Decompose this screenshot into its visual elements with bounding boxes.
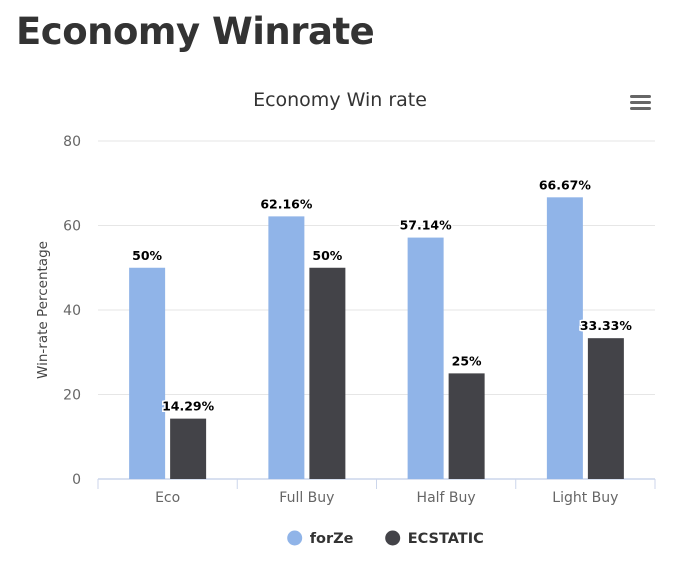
legend-swatch [385, 530, 401, 546]
y-tick-label: 40 [63, 303, 81, 319]
legend-item-forze[interactable]: forZe [287, 530, 354, 548]
bars [129, 197, 624, 479]
data-label: 57.14% [400, 218, 453, 233]
y-tick-label: 0 [72, 472, 81, 488]
bar-ecstatic[interactable] [170, 418, 207, 479]
legend-swatch [287, 530, 303, 546]
data-label: 50% [312, 248, 342, 263]
chart-title: Economy Win rate [253, 89, 427, 111]
bar-forze[interactable] [407, 237, 444, 479]
data-label: 14.29% [162, 399, 215, 414]
x-tick-label: Full Buy [279, 490, 334, 506]
page-heading: Economy Winrate [16, 10, 375, 53]
bar-forze[interactable] [546, 197, 583, 479]
bar-ecstatic[interactable] [448, 373, 485, 479]
bar-ecstatic[interactable] [587, 338, 624, 479]
legend-label: ECSTATIC [408, 531, 484, 547]
bar-forze[interactable] [129, 267, 166, 479]
bar-ecstatic[interactable] [309, 267, 346, 479]
data-label: 25% [452, 353, 482, 368]
data-label: 33.33% [580, 318, 633, 333]
chart-menu-button[interactable] [624, 88, 656, 118]
y-tick-label: 20 [63, 388, 81, 404]
y-tick-label: 80 [63, 134, 81, 150]
legend: forZe ECSTATIC [287, 530, 484, 548]
y-axis-title: Win-rate Percentage [35, 241, 51, 379]
bar-forze[interactable] [268, 216, 305, 479]
data-label: 50% [132, 248, 162, 263]
legend-item-ecstatic[interactable]: ECSTATIC [385, 530, 484, 548]
legend-label: forZe [310, 531, 354, 547]
x-tick-label: Eco [155, 490, 180, 506]
data-labels: 50% 14.29% 62.16% 50% 57.14% 25% 66.67% 33.33% [131, 176, 634, 415]
x-tick-label: Light Buy [552, 490, 618, 506]
hamburger-menu-icon [630, 95, 651, 110]
y-tick-label: 60 [63, 219, 81, 235]
data-label: 66.67% [539, 177, 592, 192]
data-label: 62.16% [260, 196, 313, 211]
x-tick-label: Half Buy [417, 490, 476, 506]
